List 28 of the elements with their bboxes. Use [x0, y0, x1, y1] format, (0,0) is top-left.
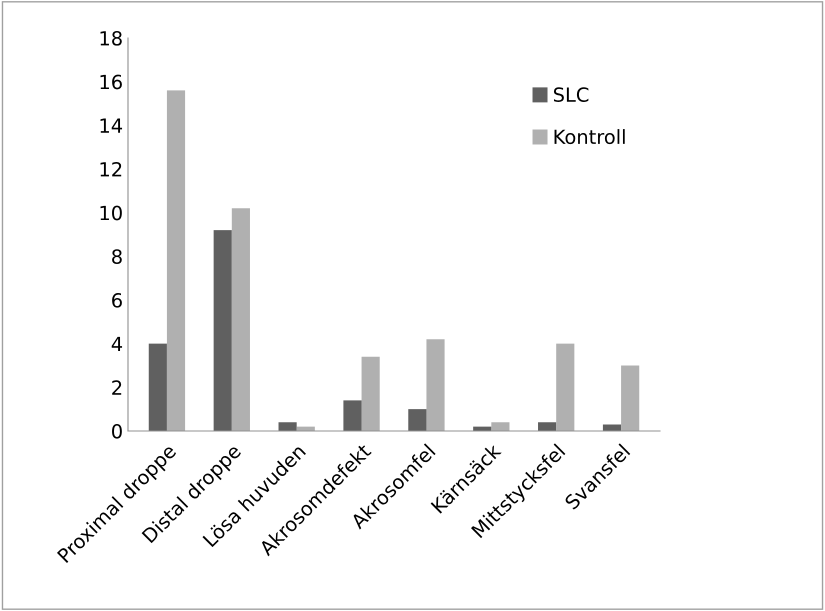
bar	[296, 426, 315, 431]
y-tick-label: 8	[112, 249, 122, 264]
y-tick-label: 12	[100, 162, 122, 176]
bar	[473, 426, 492, 431]
bar	[602, 424, 622, 431]
bar	[232, 208, 250, 431]
bar	[491, 422, 510, 431]
bar	[343, 400, 362, 431]
y-tick-label: 6	[112, 292, 122, 308]
bar	[621, 366, 640, 431]
bar	[278, 422, 297, 431]
bar	[556, 344, 574, 431]
y-tick-label: 4	[112, 336, 122, 352]
bar	[426, 339, 445, 431]
bar	[538, 422, 556, 431]
bar	[214, 230, 232, 431]
legend-label: SLC	[554, 87, 588, 102]
y-tick-label: 2	[112, 380, 122, 395]
y-tick-label: 16	[100, 74, 122, 90]
y-tick-label: 10	[100, 206, 122, 220]
y-tick-label: 0	[112, 424, 122, 439]
bar	[166, 90, 186, 431]
bar	[148, 344, 167, 431]
bar	[362, 356, 380, 431]
legend-label: Kontroll	[554, 129, 625, 144]
y-tick-label: 14	[100, 118, 122, 133]
y-tick-label: 18	[100, 30, 122, 46]
bar	[408, 409, 426, 431]
